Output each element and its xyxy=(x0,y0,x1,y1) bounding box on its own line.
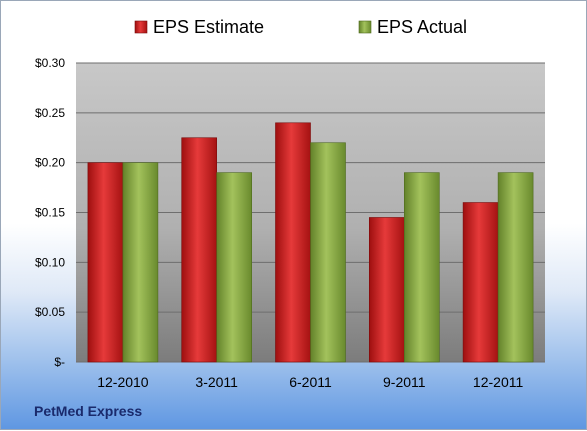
y-tick-label: $0.05 xyxy=(35,305,65,319)
y-tick-label: $- xyxy=(54,355,65,369)
x-tick-label: 12-2010 xyxy=(97,374,149,390)
x-tick-label: 9-2011 xyxy=(383,374,426,390)
y-axis-ticks: $- $0.05 $0.10 $0.15 $0.20 $0.25 $0.30 xyxy=(35,56,65,369)
bar-eps-estimate xyxy=(462,202,499,363)
y-tick-label: $0.20 xyxy=(35,156,65,170)
y-tick-label: $0.30 xyxy=(35,56,65,70)
x-tick-label: 6-2011 xyxy=(289,374,332,390)
legend-label-eps-actual: EPS Actual xyxy=(377,17,467,37)
company-label: PetMed Express xyxy=(34,403,143,419)
y-tick-label: $0.10 xyxy=(35,255,65,269)
y-tick-label: $0.15 xyxy=(35,206,65,220)
bar-eps-actual xyxy=(497,172,534,363)
bar-eps-actual xyxy=(216,172,252,363)
bar-eps-actual xyxy=(310,142,346,363)
bar-eps-estimate xyxy=(368,217,405,363)
legend: EPS Estimate EPS Actual xyxy=(134,17,467,37)
bar-eps-estimate xyxy=(275,122,311,363)
x-tick-label: 3-2011 xyxy=(195,374,238,390)
legend-swatch-eps-actual xyxy=(358,20,372,34)
y-tick-label: $0.25 xyxy=(35,106,65,120)
bar-eps-estimate xyxy=(87,162,124,363)
x-tick-label: 12-2011 xyxy=(473,374,524,390)
legend-label-eps-estimate: EPS Estimate xyxy=(153,17,264,37)
legend-swatch-eps-estimate xyxy=(134,20,148,34)
bar-eps-estimate xyxy=(181,137,217,363)
bar-eps-actual xyxy=(122,162,159,363)
bars xyxy=(87,122,534,363)
x-axis-ticks: 12-2010 3-2011 6-2011 9-2011 12-2011 xyxy=(97,374,523,390)
bar-eps-actual xyxy=(403,172,440,363)
